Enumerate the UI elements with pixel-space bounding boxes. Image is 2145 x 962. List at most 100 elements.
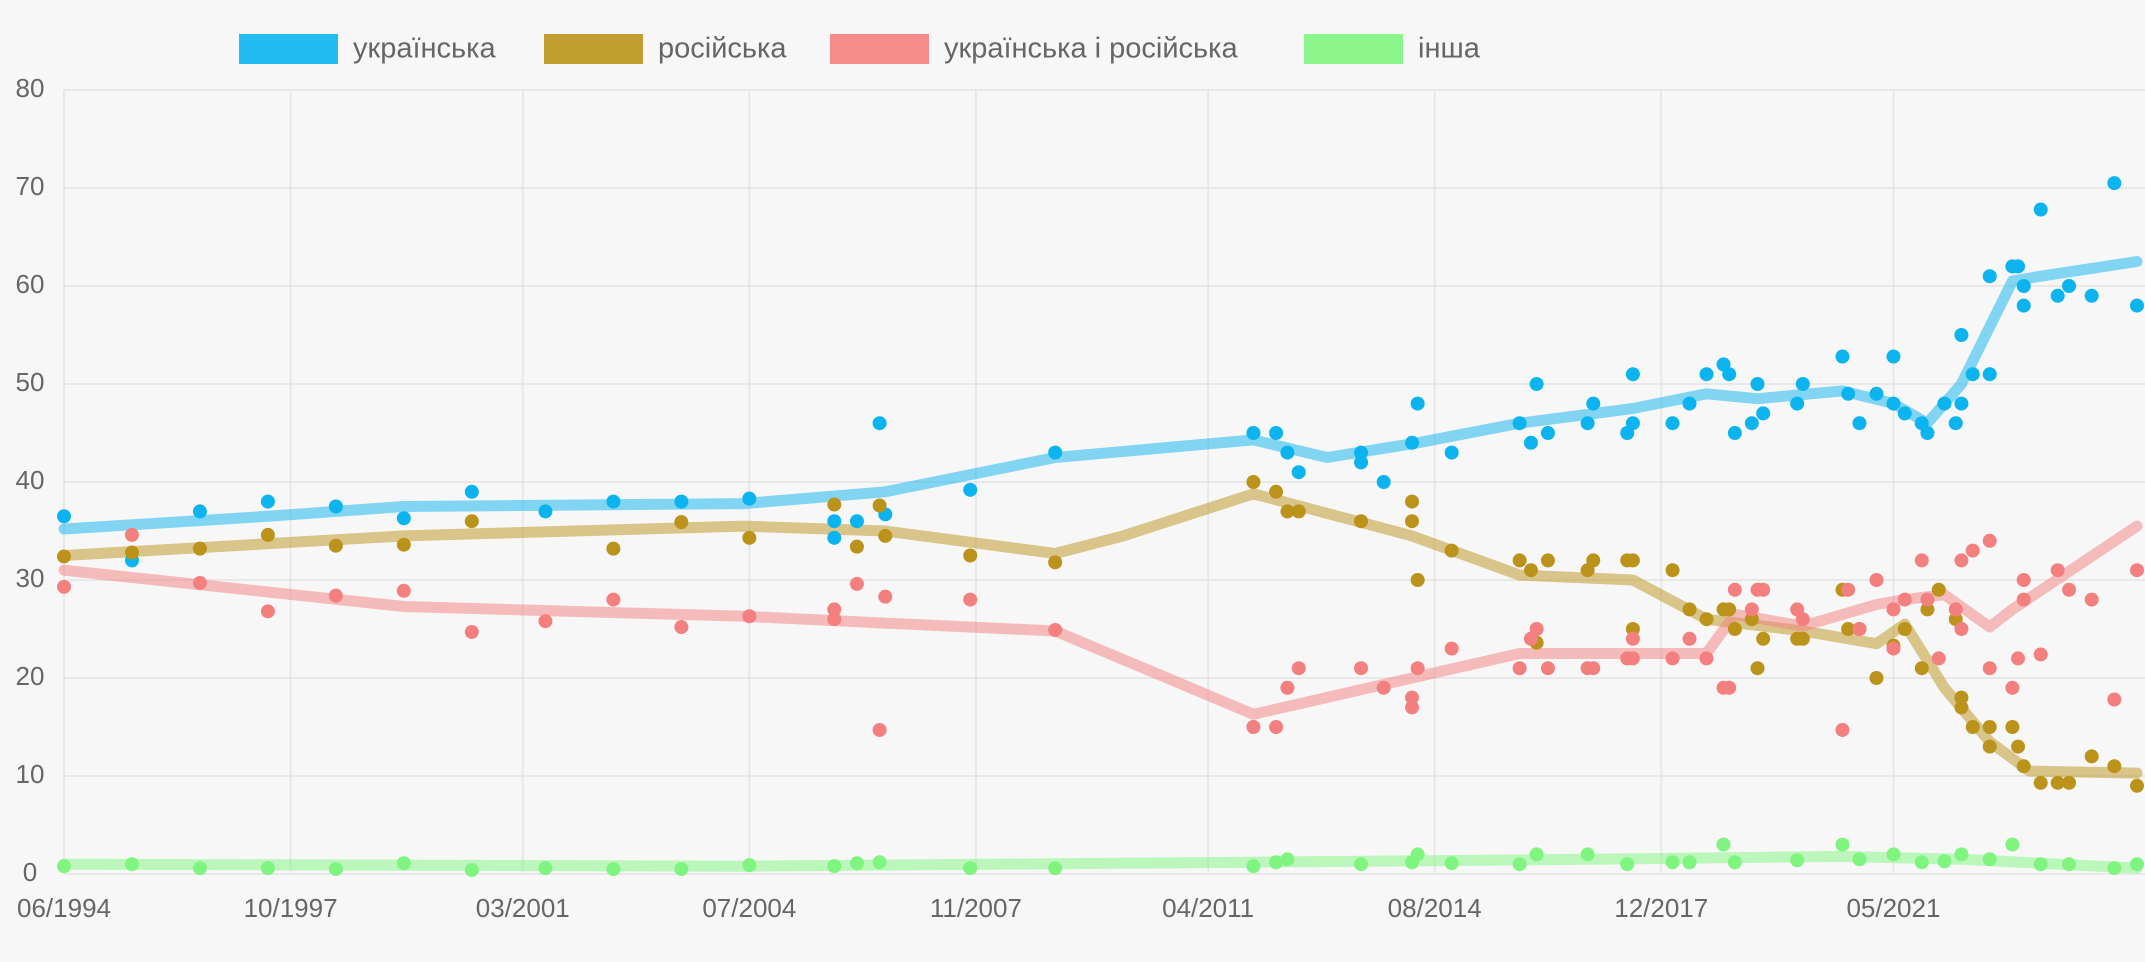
data-point: [1954, 690, 1969, 705]
data-point: [328, 588, 343, 603]
data-point: [2050, 563, 2065, 578]
data-point: [1625, 416, 1640, 431]
data-point: [2107, 861, 2122, 876]
data-point: [827, 859, 842, 874]
x-tick-label: 12/2017: [1614, 893, 1708, 923]
data-point: [2011, 651, 2026, 666]
data-point: [1954, 700, 1969, 715]
data-point: [1665, 651, 1680, 666]
data-point: [1048, 622, 1063, 637]
data-point: [1246, 720, 1261, 734]
data-point: [606, 494, 621, 509]
data-point: [1665, 855, 1680, 870]
data-point: [1835, 837, 1850, 852]
data-point: [827, 602, 842, 617]
data-point: [827, 497, 842, 512]
data-point: [1965, 543, 1980, 558]
data-point: [2016, 298, 2031, 313]
data-point: [1727, 582, 1742, 597]
data-point: [396, 511, 411, 526]
data-point: [1246, 475, 1261, 489]
data-point: [396, 583, 411, 598]
data-point: [2050, 288, 2065, 303]
data-point: [1727, 855, 1742, 870]
data-point: [1948, 416, 1963, 431]
data-point: [57, 549, 71, 564]
data-point: [260, 494, 275, 509]
data-point: [124, 545, 139, 560]
data-point: [1835, 722, 1850, 737]
x-tick-label: 06/1994: [17, 893, 111, 923]
data-point: [674, 862, 689, 877]
x-tick-label: 10/1997: [244, 893, 338, 923]
data-point: [464, 484, 479, 499]
y-tick-label: 10: [16, 759, 45, 789]
data-point: [1931, 651, 1946, 666]
data-point: [2016, 759, 2031, 774]
data-point: [1795, 612, 1810, 627]
data-point: [872, 416, 887, 431]
data-point: [1291, 465, 1306, 480]
data-point: [1722, 680, 1737, 695]
data-point: [464, 514, 479, 529]
data-point: [1914, 855, 1929, 870]
data-point: [464, 624, 479, 639]
data-point: [1625, 367, 1640, 382]
data-point: [1269, 426, 1284, 440]
data-point: [1982, 367, 1997, 382]
data-point: [1246, 859, 1261, 874]
data-point: [328, 499, 343, 514]
data-point: [1625, 622, 1640, 636]
data-point: [1750, 377, 1765, 391]
data-point: [1529, 847, 1544, 862]
data-point: [396, 537, 411, 552]
y-tick-label: 70: [16, 171, 45, 201]
data-point: [742, 609, 757, 624]
x-tick-label: 11/2007: [930, 893, 1022, 923]
data-point: [260, 527, 275, 542]
data-point: [827, 514, 842, 529]
data-point: [674, 620, 689, 635]
y-tick-label: 0: [23, 857, 37, 887]
x-tick-label: 07/2004: [702, 893, 796, 923]
data-point: [1756, 582, 1771, 597]
data-point: [1920, 602, 1935, 617]
legend-swatch: [544, 34, 643, 64]
data-point: [963, 861, 978, 876]
data-point: [1376, 680, 1391, 695]
data-point: [872, 498, 887, 513]
data-point: [1897, 592, 1912, 607]
data-point: [2016, 279, 2031, 293]
data-point: [1523, 563, 1538, 578]
data-point: [2050, 775, 2065, 790]
data-point: [1852, 852, 1867, 867]
y-tick-label: 50: [16, 367, 45, 397]
data-point: [849, 514, 864, 529]
data-point: [396, 856, 411, 871]
data-point: [849, 576, 864, 591]
y-tick-label: 20: [16, 661, 45, 691]
data-point: [849, 856, 864, 871]
data-point: [1982, 720, 1997, 734]
data-point: [1586, 661, 1601, 676]
data-point: [1682, 855, 1697, 870]
data-point: [963, 482, 978, 497]
data-point: [192, 504, 207, 519]
data-point: [1625, 631, 1640, 646]
data-point: [1954, 553, 1969, 568]
data-point: [2130, 563, 2144, 578]
data-point: [674, 515, 689, 530]
trend-line: [58, 256, 2143, 535]
x-tick-label: 05/2021: [1846, 893, 1940, 923]
data-point: [2011, 739, 2026, 754]
data-point: [878, 589, 893, 604]
legend-label: інша: [1418, 33, 1481, 65]
data-point: [1790, 396, 1805, 411]
data-point: [1540, 426, 1555, 440]
data-point: [464, 863, 479, 878]
data-point: [1744, 602, 1759, 617]
data-point: [1354, 455, 1369, 470]
y-tick-label: 40: [16, 465, 45, 495]
data-point: [1280, 504, 1295, 519]
data-point: [1937, 854, 1952, 869]
